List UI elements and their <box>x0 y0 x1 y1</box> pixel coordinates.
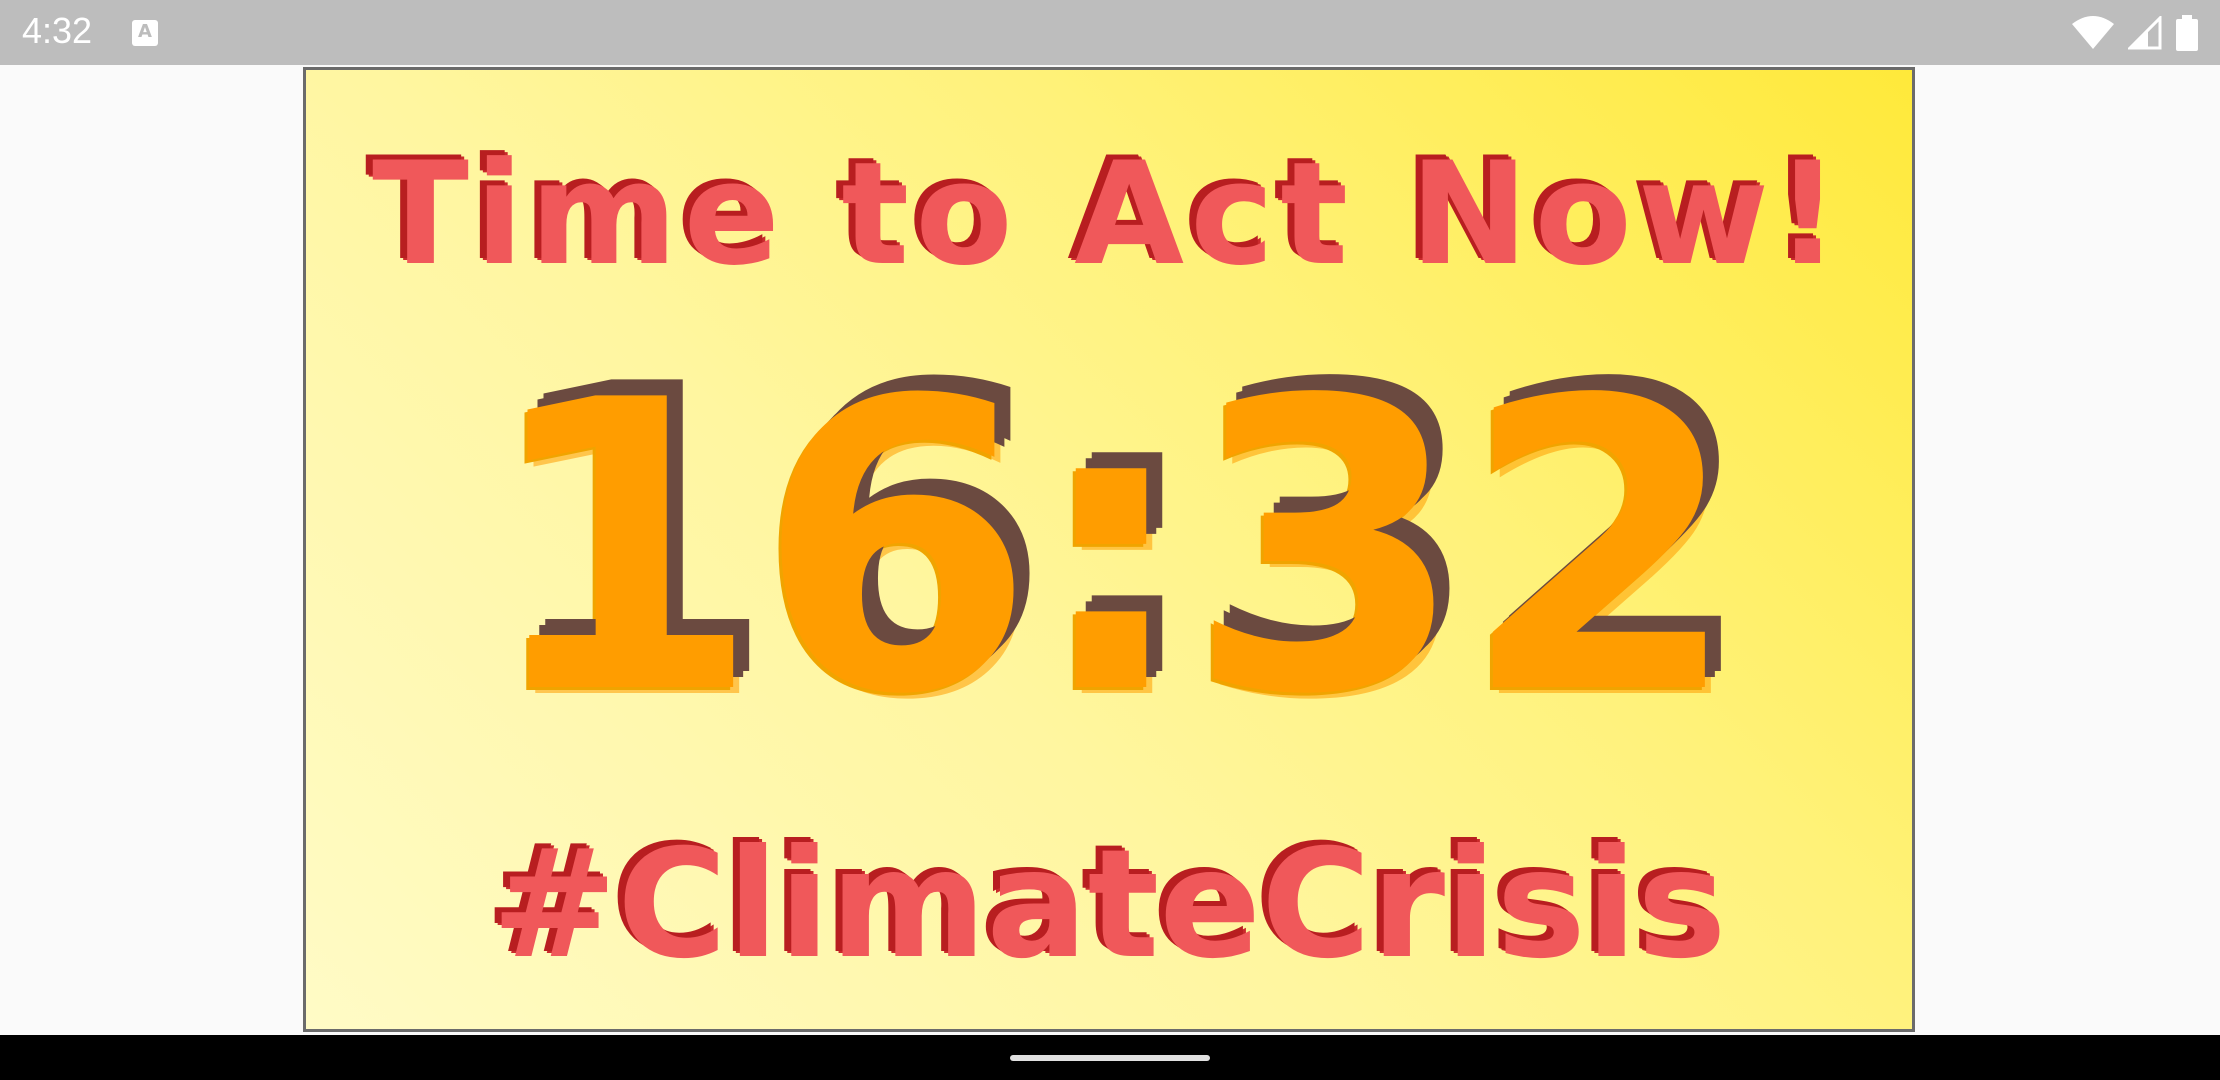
status-icons <box>2072 14 2198 52</box>
poster-clock: 16:32 <box>482 317 1739 782</box>
wifi-icon <box>2072 16 2114 49</box>
navigation-bar <box>0 1035 2220 1080</box>
home-gesture-handle[interactable] <box>1010 1055 1210 1061</box>
status-time: 4:32 <box>22 10 93 51</box>
poster-headline: Time to Act Now! <box>372 132 1846 297</box>
app-notification-icon: A <box>132 20 158 46</box>
cell-signal-icon <box>2128 16 2162 50</box>
climate-poster: Time to Act Now! 16:32 #ClimateCrisis <box>303 67 1915 1032</box>
poster-hashtag: #ClimateCrisis <box>491 818 1727 992</box>
status-bar: 4:32 A <box>0 0 2220 65</box>
battery-icon <box>2176 15 2198 51</box>
